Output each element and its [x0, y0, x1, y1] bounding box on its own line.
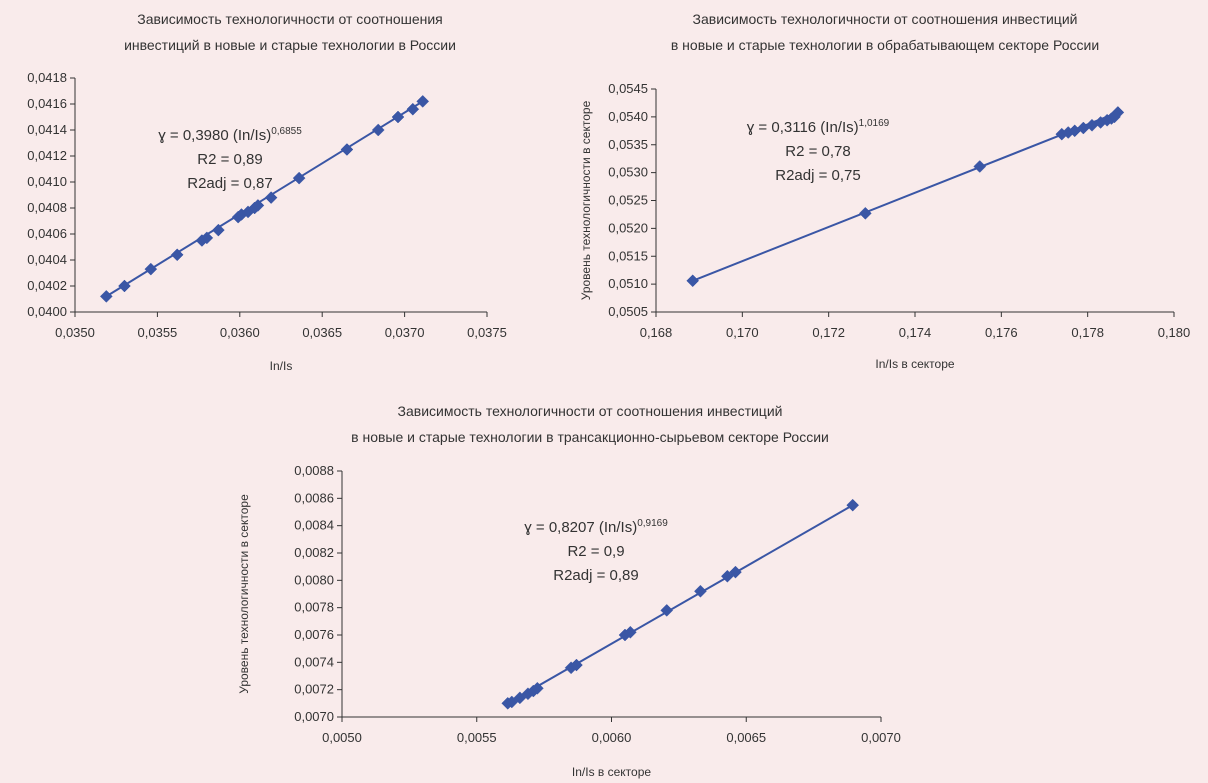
x-tick-label: 0,168: [640, 325, 673, 340]
data-point: [729, 565, 742, 579]
x-tick-label: 0,0360: [220, 325, 260, 340]
y-tick-label: 0,0076: [294, 627, 334, 642]
x-axis-title: In/Is в секторе: [572, 765, 651, 779]
data-point: [200, 231, 214, 245]
y-tick-label: 0,0545: [608, 81, 648, 96]
x-tick-label: 0,176: [985, 325, 1018, 340]
y-axis-title: Уровень технологичности в секторе: [579, 100, 593, 300]
data-point: [212, 223, 225, 237]
data-point: [406, 102, 420, 116]
x-tick-label: 0,0055: [457, 730, 497, 745]
y-tick-label: 0,0505: [608, 304, 648, 319]
y-tick-label: 0,0088: [294, 463, 334, 478]
y-tick-label: 0,0404: [27, 252, 67, 267]
data-point: [694, 584, 707, 598]
chart-title-line: в новые и старые технологии в трансакцио…: [351, 429, 829, 445]
y-tick-label: 0,0412: [27, 148, 67, 163]
regression-equation: ɣ = 0,8207 (In/Is)0,9169: [524, 518, 668, 536]
y-tick-label: 0,0535: [608, 137, 648, 152]
x-tick-label: 0,172: [812, 325, 845, 340]
r2adj-label: R2adj = 0,87: [187, 175, 272, 192]
chart-title-line: Зависимость технологичности от соотношен…: [693, 11, 1078, 27]
y-tick-label: 0,0410: [27, 174, 67, 189]
chart-title-line: инвестиций в новые и старые технологии в…: [124, 37, 456, 53]
y-tick-label: 0,0070: [294, 709, 334, 724]
y-axis-title: Уровень технологичности в секторе: [237, 494, 251, 694]
chart-title-line: Зависимость технологичности от соотношен…: [398, 403, 783, 419]
data-point: [686, 274, 700, 288]
x-tick-label: 0,0050: [322, 730, 362, 745]
y-tick-label: 0,0525: [608, 193, 648, 208]
y-tick-label: 0,0074: [294, 654, 334, 669]
y-tick-label: 0,0406: [27, 226, 67, 241]
trend-line: [105, 100, 424, 298]
y-tick-label: 0,0540: [608, 109, 648, 124]
data-point: [144, 262, 158, 276]
x-tick-label: 0,0060: [592, 730, 632, 745]
y-tick-label: 0,0510: [608, 276, 648, 291]
trend-line: [507, 504, 854, 705]
y-tick-label: 0,0084: [294, 518, 334, 533]
y-tick-label: 0,0408: [27, 200, 67, 215]
data-point: [371, 123, 385, 137]
chart-title-line: в новые и старые технологии в обрабатыва…: [671, 37, 1099, 53]
chart-title-line: Зависимость технологичности от соотношен…: [137, 11, 443, 27]
data-point: [570, 658, 583, 672]
data-point: [1111, 106, 1125, 119]
chart-3: Зависимость технологичности от соотношен…: [237, 403, 901, 779]
data-point: [859, 206, 872, 220]
regression-equation: ɣ = 0,3116 (In/Is)1,0169: [747, 118, 890, 136]
r2-label: R2 = 0,78: [785, 143, 850, 160]
data-point: [170, 248, 184, 262]
y-tick-label: 0,0072: [294, 682, 334, 697]
x-tick-label: 0,174: [899, 325, 932, 340]
data-point: [846, 498, 860, 512]
data-point: [292, 171, 306, 185]
data-point: [118, 279, 131, 293]
y-tick-label: 0,0530: [608, 165, 648, 180]
data-point: [624, 625, 637, 639]
y-tick-label: 0,0080: [294, 572, 334, 587]
y-tick-label: 0,0086: [294, 490, 334, 505]
x-tick-label: 0,0070: [861, 730, 901, 745]
y-tick-label: 0,0414: [27, 122, 67, 137]
y-tick-label: 0,0400: [27, 304, 67, 319]
data-point: [391, 110, 405, 124]
regression-equation: ɣ = 0,3980 (In/Is)0,6855: [158, 126, 302, 144]
r2adj-label: R2adj = 0,75: [775, 167, 860, 184]
data-point: [251, 199, 265, 212]
x-tick-label: 0,0375: [467, 325, 507, 340]
x-tick-label: 0,0065: [726, 730, 766, 745]
x-axis-title: In/Is: [270, 359, 293, 373]
x-tick-label: 0,180: [1158, 325, 1191, 340]
x-tick-label: 0,0355: [138, 325, 178, 340]
y-tick-label: 0,0082: [294, 545, 334, 560]
data-point: [660, 604, 674, 617]
data-point: [416, 95, 430, 108]
data-point: [99, 290, 113, 303]
chart-1: Зависимость технологичности от соотношен…: [27, 11, 507, 373]
r2-label: R2 = 0,89: [197, 151, 262, 168]
x-axis-title: In/Is в секторе: [875, 357, 954, 371]
y-tick-label: 0,0078: [294, 600, 334, 615]
x-tick-label: 0,170: [726, 325, 759, 340]
x-tick-label: 0,178: [1071, 325, 1104, 340]
x-tick-label: 0,0365: [302, 325, 342, 340]
r2adj-label: R2adj = 0,89: [553, 567, 638, 584]
data-point: [531, 681, 544, 695]
data-point: [340, 143, 354, 156]
r2-label: R2 = 0,9: [567, 543, 624, 560]
data-point: [973, 160, 987, 173]
y-tick-label: 0,0520: [608, 220, 648, 235]
data-point: [264, 191, 278, 204]
y-tick-label: 0,0418: [27, 70, 67, 85]
x-tick-label: 0,0350: [55, 325, 95, 340]
y-tick-label: 0,0416: [27, 96, 67, 111]
x-tick-label: 0,0370: [385, 325, 425, 340]
chart-2: Зависимость технологичности от соотношен…: [579, 11, 1190, 371]
trend-line: [692, 111, 1119, 282]
y-tick-label: 0,0402: [27, 278, 67, 293]
y-tick-label: 0,0515: [608, 248, 648, 263]
